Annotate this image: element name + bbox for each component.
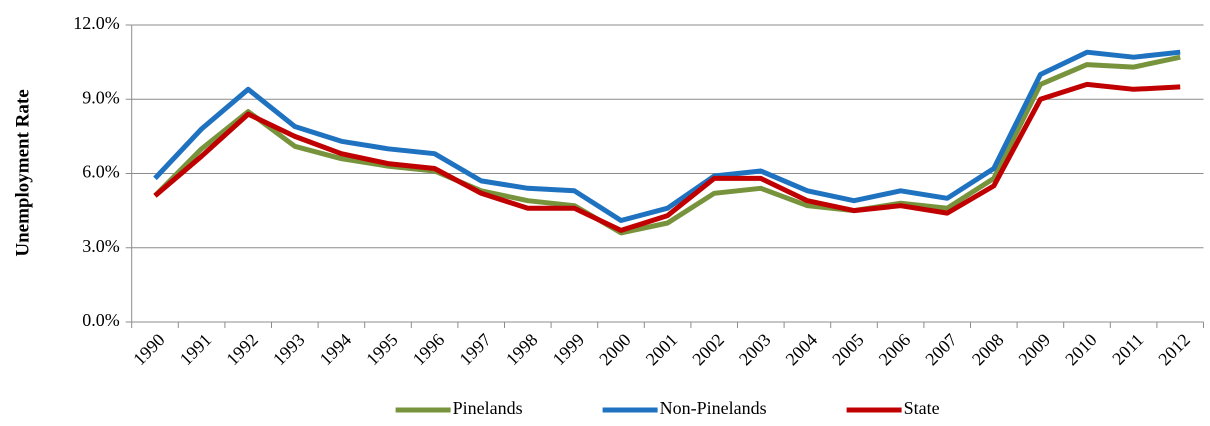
series-line bbox=[153, 49, 1181, 223]
series-line bbox=[153, 81, 1181, 233]
x-tick-label: 1999 bbox=[549, 330, 589, 370]
x-tick-label: 1995 bbox=[362, 330, 402, 370]
x-tick-label: 2005 bbox=[828, 330, 868, 370]
y-tick-label: 0.0% bbox=[82, 310, 120, 330]
x-tick-label: 2011 bbox=[1108, 330, 1147, 369]
x-tick-label: 1994 bbox=[316, 330, 356, 370]
x-tick-label: 2007 bbox=[921, 330, 961, 370]
x-tick-label: 1990 bbox=[129, 330, 169, 370]
x-tick-label: 1997 bbox=[455, 330, 495, 370]
x-tick-label: 1992 bbox=[222, 330, 262, 370]
y-axis-label: Unemployment Rate bbox=[12, 89, 33, 256]
x-tick-label: 2002 bbox=[688, 330, 728, 370]
x-tick-label: 2009 bbox=[1015, 330, 1055, 370]
x-tick-label: 2004 bbox=[782, 330, 822, 370]
y-tick-label: 6.0% bbox=[82, 162, 120, 182]
x-tick-label: 2003 bbox=[735, 330, 775, 370]
x-tick-label: 2000 bbox=[595, 330, 635, 370]
x-tick-label: 2006 bbox=[875, 330, 915, 370]
series-line bbox=[153, 54, 1181, 236]
y-tick-label: 12.0% bbox=[73, 13, 120, 33]
x-tick-label: 1993 bbox=[269, 330, 309, 370]
x-tick-label: 1998 bbox=[502, 330, 542, 370]
x-tick-label: 2012 bbox=[1154, 330, 1194, 370]
x-tick-label: 1996 bbox=[409, 330, 449, 370]
legend-label: State bbox=[904, 398, 940, 418]
x-tick-label: 2010 bbox=[1061, 330, 1101, 370]
x-tick-label: 2001 bbox=[642, 330, 682, 370]
y-tick-label: 9.0% bbox=[82, 87, 120, 107]
x-tick-label: 1991 bbox=[176, 330, 216, 370]
legend-label: Non-Pinelands bbox=[660, 398, 767, 418]
legend-label: Pinelands bbox=[453, 398, 523, 418]
y-tick-label: 3.0% bbox=[82, 236, 120, 256]
x-tick-label: 2008 bbox=[968, 330, 1008, 370]
